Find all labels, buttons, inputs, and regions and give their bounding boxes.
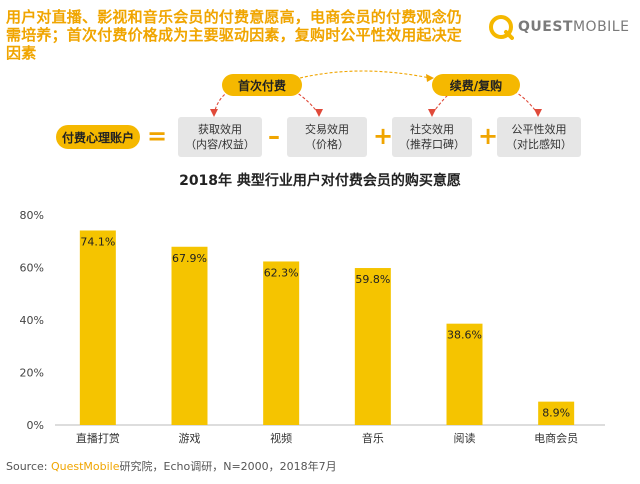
first-pay-pill: 首次付费: [222, 74, 302, 96]
fairness-utility-box: 公平性效用 （对比感知）: [497, 117, 581, 157]
arrow-first-to-renew: [299, 70, 431, 79]
logo-icon: [489, 15, 514, 40]
bar-value-label: 67.9%: [172, 252, 207, 265]
bar-value-label: 59.8%: [355, 273, 390, 286]
equals-sign: =: [147, 122, 168, 150]
bar-value-label: 62.3%: [264, 266, 299, 279]
y-tick-label: 0%: [27, 419, 44, 432]
chart-title: 2018年 典型行业用户对付费会员的购买意愿: [179, 173, 461, 189]
category-label: 直播打赏: [76, 431, 120, 445]
y-tick-label: 40%: [20, 314, 44, 327]
bar: [263, 261, 300, 425]
social-utility-box: 社交效用 （推荐口碑）: [392, 117, 472, 157]
logo-text: QUESTMOBILE: [518, 19, 630, 35]
plus-sign-1: +: [373, 122, 394, 150]
bar-value-label: 8.9%: [542, 407, 570, 420]
category-label: 阅读: [454, 431, 476, 445]
bar: [79, 230, 116, 425]
bar-value-label: 74.1%: [80, 235, 115, 248]
y-tick-label: 60%: [20, 262, 44, 275]
plus-sign-2: +: [478, 122, 499, 150]
y-tick-label: 20%: [20, 367, 44, 380]
mental-account-label: 付费心理账户: [56, 125, 140, 149]
bar-value-label: 38.6%: [447, 329, 482, 342]
category-label: 电商会员: [534, 431, 578, 445]
trade-utility-box: 交易效用 （价格）: [287, 117, 367, 157]
category-label: 游戏: [179, 432, 201, 445]
renew-pill: 续费/复购: [432, 74, 520, 96]
bar: [354, 268, 391, 425]
bar: [171, 246, 208, 425]
bar: [446, 323, 483, 425]
acquire-utility-box: 获取效用 （内容/权益）: [178, 117, 262, 157]
y-tick-label: 80%: [20, 209, 44, 222]
source-note: Source: QuestMobile研究院，Echo调研，N=2000，201…: [6, 460, 337, 473]
minus-sign: –: [268, 122, 280, 150]
category-label: 音乐: [362, 431, 384, 445]
category-label: 视频: [270, 431, 292, 445]
bar: [538, 401, 575, 425]
headline: 用户对直播、影视和音乐会员的付费意愿高，电商会员的付费观念仍需培养；首次付费价格…: [6, 8, 463, 62]
questmobile-logo: QUESTMOBILE: [488, 14, 629, 40]
